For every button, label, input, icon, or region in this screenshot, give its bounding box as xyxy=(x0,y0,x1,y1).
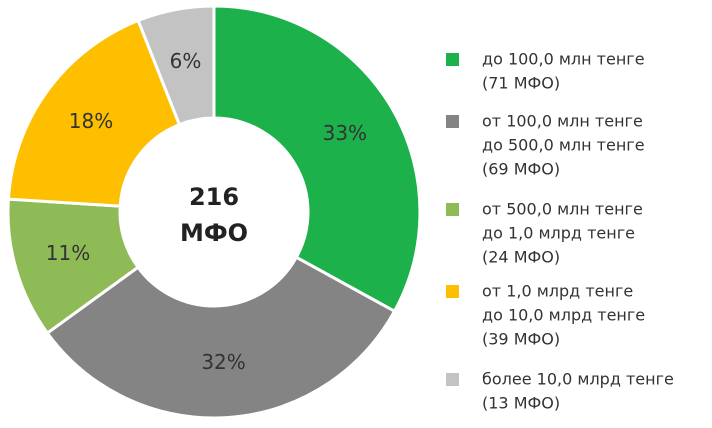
legend-swatch xyxy=(446,53,459,66)
legend-label: от 500,0 млн тенге xyxy=(482,200,643,219)
slice-label: 33% xyxy=(323,121,367,145)
legend-label: до 500,0 млн тенге xyxy=(482,136,645,155)
slice-label: 18% xyxy=(69,109,113,133)
legend-swatch xyxy=(446,203,459,216)
center-label: 216 xyxy=(189,183,239,211)
legend-label: (24 МФО) xyxy=(482,248,560,267)
donut-slice xyxy=(212,4,422,314)
slice-label: 11% xyxy=(46,241,90,265)
legend-label: более 10,0 млрд тенге xyxy=(482,370,674,389)
legend-swatch xyxy=(446,115,459,128)
legend-label: (39 МФО) xyxy=(482,330,560,349)
donut-slice xyxy=(45,255,397,420)
donut-slice xyxy=(6,18,182,208)
legend-label: от 100,0 млн тенге xyxy=(482,112,643,131)
legend-label: до 100,0 млн тенге xyxy=(482,50,645,69)
center-label: МФО xyxy=(180,219,248,247)
slice-label: 32% xyxy=(201,350,245,374)
legend-label: до 1,0 млрд тенге xyxy=(482,224,635,243)
slice-label: 6% xyxy=(170,49,202,73)
legend-label: (69 МФО) xyxy=(482,160,560,179)
legend-label: (71 МФО) xyxy=(482,74,560,93)
legend-label: до 10,0 млрд тенге xyxy=(482,306,645,325)
legend-swatch xyxy=(446,373,459,386)
donut-slice xyxy=(136,4,216,127)
legend-swatch xyxy=(446,285,459,298)
legend-label: (13 МФО) xyxy=(482,394,560,413)
legend-label: от 1,0 млрд тенге xyxy=(482,282,633,301)
